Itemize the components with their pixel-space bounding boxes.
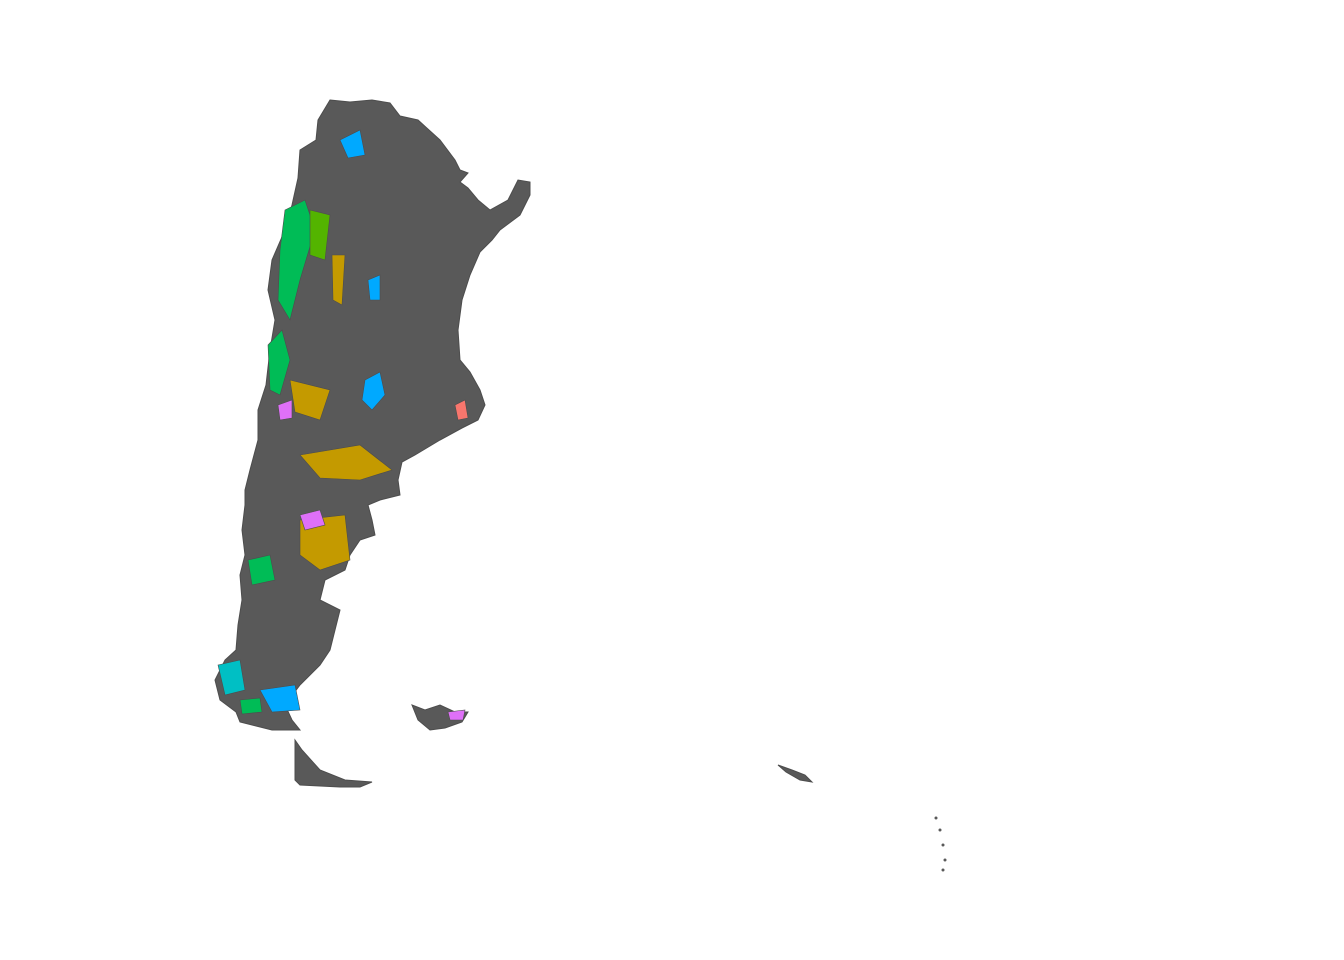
- soil-patch-aridisoles: [331, 254, 346, 306]
- soil-patch-entisoles: [247, 554, 276, 586]
- argentina-map: [214, 99, 947, 872]
- south-sandwich-island: [941, 843, 945, 847]
- soil-patch-roca: [277, 399, 293, 421]
- soil-patch-complejos: [309, 209, 331, 261]
- south-sandwich-island: [943, 858, 947, 862]
- soil-patch-inceptisoles: [217, 659, 246, 696]
- soil-patch-aridisoles: [289, 379, 331, 421]
- soil-patch-aridisoles: [299, 514, 351, 571]
- soil-patch-alfisoles: [454, 399, 469, 421]
- soil-patch-molisoles: [367, 274, 381, 301]
- tierra-del-fuego: [294, 738, 373, 788]
- soil-patch-entisoles: [239, 697, 263, 715]
- south-sandwich-island: [941, 868, 945, 872]
- south-georgia-island: [777, 764, 814, 783]
- soil-patch-entisoles: [277, 199, 316, 321]
- soil-patch-molisoles: [259, 684, 301, 713]
- mainland-argentina: [214, 99, 531, 731]
- soil-patch-aridisoles: [299, 444, 393, 481]
- south-sandwich-island: [938, 828, 942, 832]
- soil-patch-roca: [447, 709, 466, 721]
- soil-patch-molisoles: [339, 129, 366, 159]
- soil-patch-molisoles: [361, 371, 386, 411]
- soil-patch-roca: [299, 509, 326, 531]
- south-sandwich-island: [934, 816, 938, 820]
- soil-patch-entisoles: [267, 329, 291, 396]
- malvinas-islands: [411, 704, 469, 731]
